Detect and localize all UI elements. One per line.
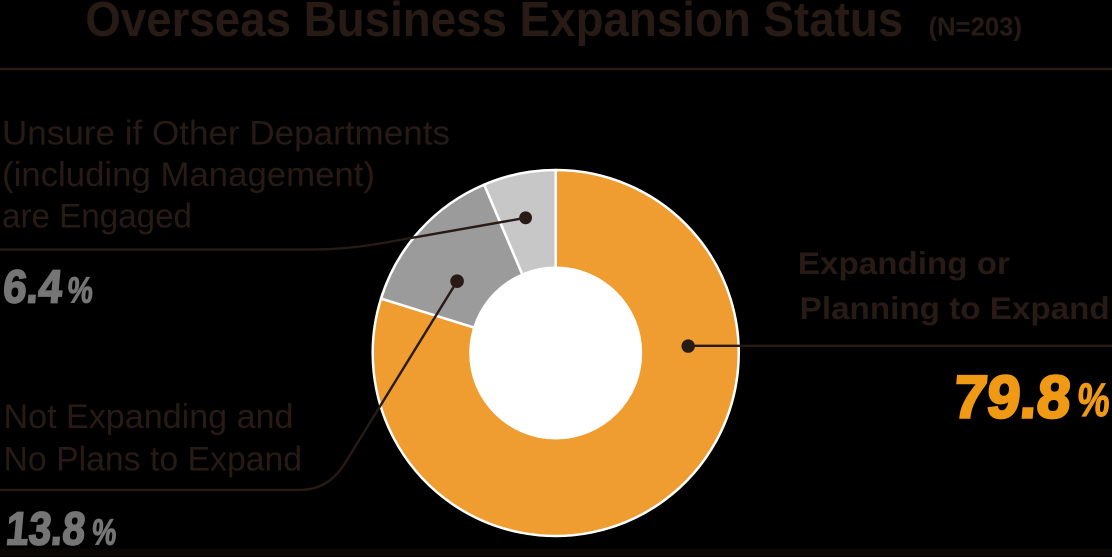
svg-text:Overseas Business Expansion St: Overseas Business Expansion Status [85,0,903,47]
svg-text:Not Expanding and: Not Expanding and [4,398,294,436]
svg-text:6.4: 6.4 [1,261,65,313]
svg-text:Planning to Expand: Planning to Expand [800,291,1110,326]
svg-text:%: % [1075,373,1112,426]
svg-text:Unsure if Other Departments: Unsure if Other Departments [2,115,450,153]
svg-text:No Plans to Expand: No Plans to Expand [4,441,303,479]
svg-text:79.8: 79.8 [951,364,1074,431]
svg-text:(N=203): (N=203) [929,11,1023,41]
svg-text:(including Management): (including Management) [2,156,375,194]
svg-text:Expanding or: Expanding or [798,246,1010,281]
svg-text:%: % [90,511,118,552]
svg-text:%: % [66,270,95,311]
svg-text:are Engaged: are Engaged [2,198,192,236]
svg-text:13.8: 13.8 [4,502,88,554]
